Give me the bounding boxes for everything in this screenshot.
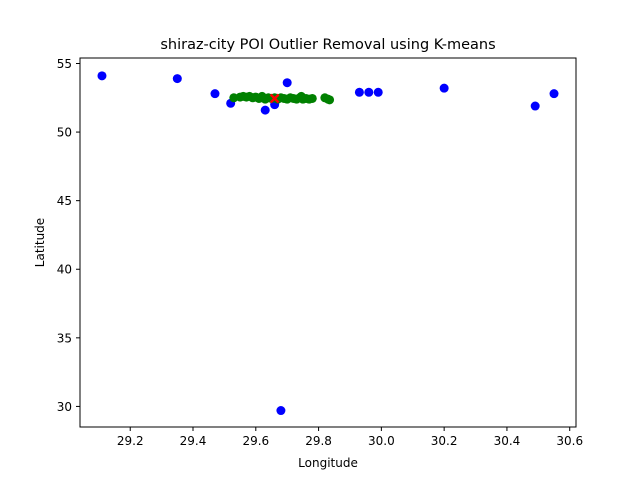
chart-title: shiraz-city POI Outlier Removal using K-… [160, 37, 495, 53]
outlier-point [172, 74, 182, 84]
y-tick-label: 40 [57, 263, 72, 277]
x-axis-label: Longitude [298, 456, 358, 470]
outlier-point [530, 101, 540, 111]
outlier-point [373, 87, 383, 97]
x-tick-label: 29.4 [180, 434, 207, 448]
x-tick-label: 30.6 [556, 434, 583, 448]
x-tick-label: 30.4 [494, 434, 521, 448]
y-axis-ticks: 30 35 40 45 50 55 [57, 57, 80, 414]
x-tick-label: 29.8 [305, 434, 332, 448]
outlier-point [97, 71, 107, 81]
y-tick-label: 35 [57, 331, 72, 345]
markers [97, 71, 559, 416]
x-tick-label: 30.2 [431, 434, 458, 448]
y-tick-label: 45 [57, 194, 72, 208]
y-tick-label: 55 [57, 57, 72, 71]
outlier-point [282, 78, 292, 88]
centroid-marker [269, 93, 280, 104]
outlier-point [364, 87, 374, 97]
x-tick-label: 30.0 [368, 434, 395, 448]
x-axis-ticks: 29.2 29.4 29.6 29.8 30.0 30.2 30.4 30.6 [117, 427, 583, 448]
y-tick-label: 30 [57, 400, 72, 414]
outlier-point [260, 105, 270, 115]
x-tick-label: 29.2 [117, 434, 144, 448]
inlier-point [307, 93, 317, 103]
plot-area [79, 57, 577, 428]
outlier-point [210, 89, 220, 99]
axes-frame [79, 57, 577, 428]
outlier-point [549, 89, 559, 99]
outlier-point [354, 87, 364, 97]
inlier-point [325, 95, 335, 105]
x-tick-label: 29.6 [242, 434, 269, 448]
y-tick-label: 50 [57, 126, 72, 140]
outlier-point [276, 406, 286, 416]
y-axis-label: Latitude [33, 218, 47, 267]
outlier-point [439, 83, 449, 93]
centroid-stroke [269, 93, 280, 104]
